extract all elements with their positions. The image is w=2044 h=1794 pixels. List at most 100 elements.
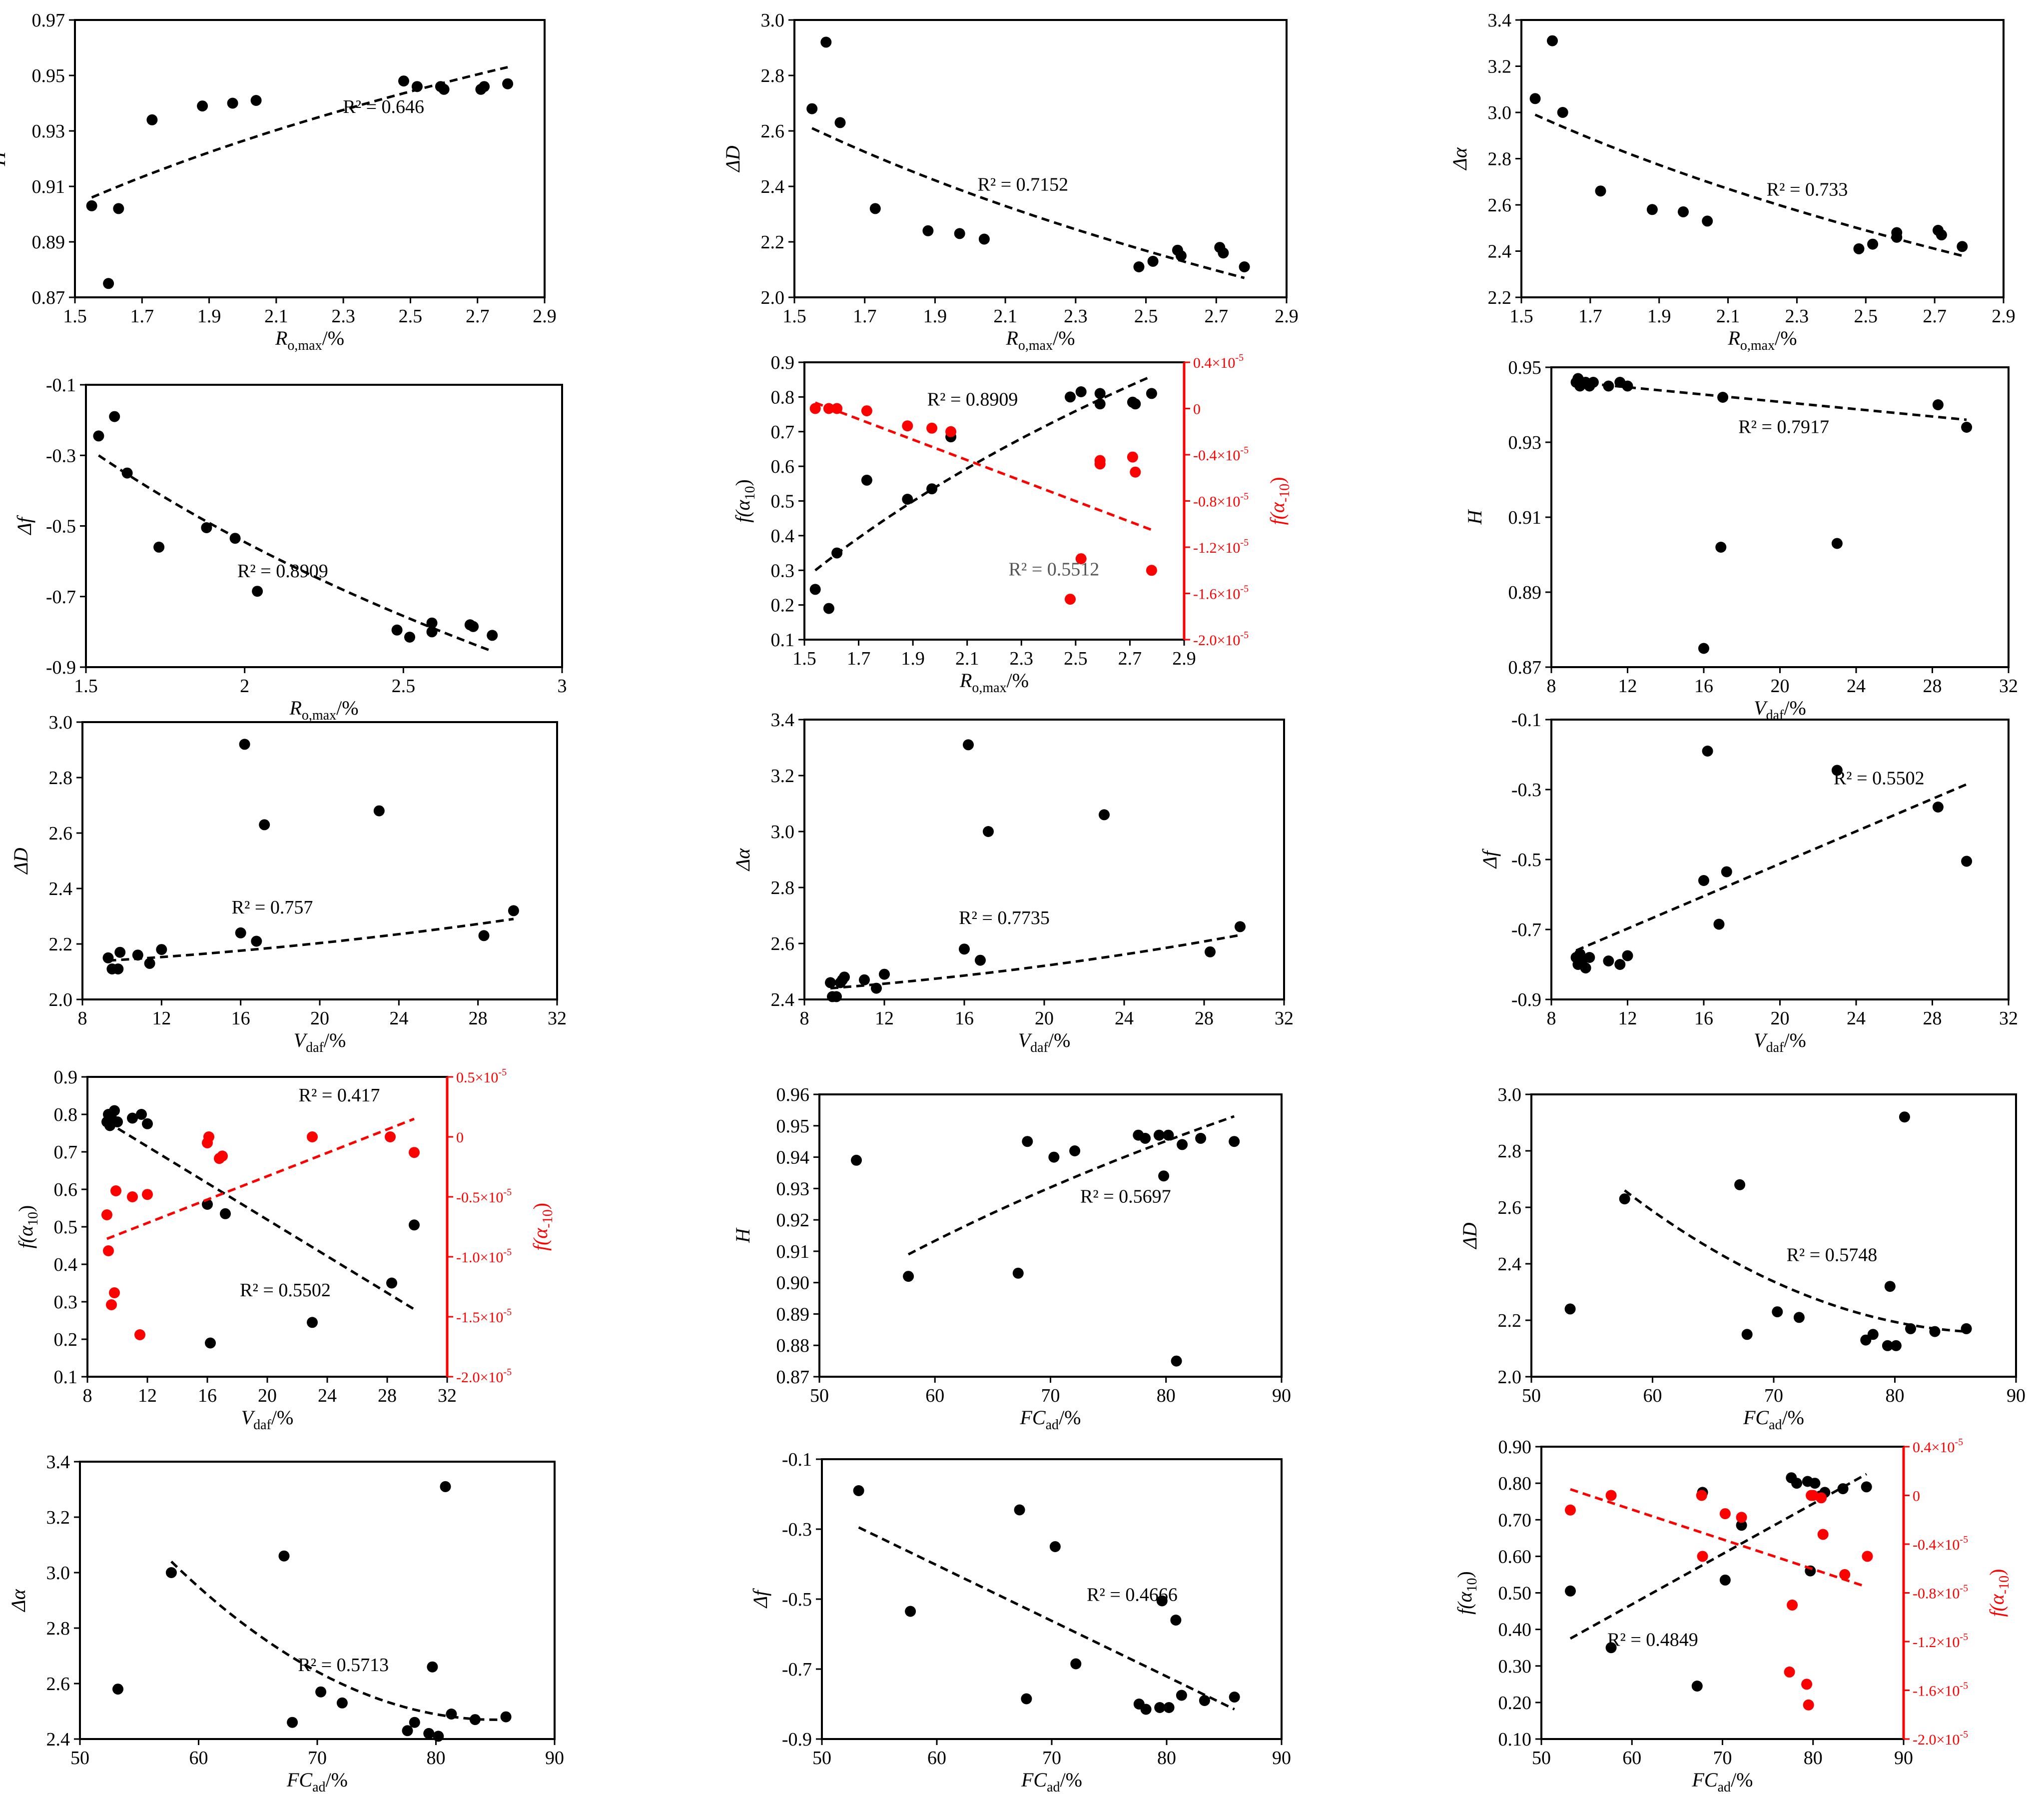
x-axis-label: Ro,max/% [1727,327,1797,353]
x-tick-label: 3 [558,676,567,697]
y-axis-label: Δα [7,1589,29,1612]
x-tick-label: 24 [1847,1008,1866,1029]
x-tick-label: 2 [240,676,249,697]
data-point [1717,392,1729,403]
data-point [315,1686,327,1698]
x-tick-label: 24 [389,1008,408,1029]
trendline-1 [170,1561,506,1721]
data-point [251,935,262,947]
data-point [1146,388,1157,399]
data-point [1014,1504,1025,1516]
r-squared-label: R² = 0.4666 [1087,1585,1178,1606]
data-point [165,1567,177,1578]
data-point [203,1131,214,1142]
trendline-1 [858,1526,1235,1711]
trendline-1 [106,1120,415,1311]
y-tick-label: 2.4 [49,879,73,899]
y-tick-label: -0.5 [782,1589,812,1610]
y-tick-label: 0.93 [1508,432,1542,453]
x-tick-label: 20 [1035,1008,1054,1029]
y-tick-label: 3.0 [49,712,73,733]
data-point [1784,1666,1795,1678]
r-squared-label: R² = 0.8909 [237,561,328,582]
x-tick-label: 28 [1923,676,1942,697]
data-point [922,225,934,236]
data-point [834,117,846,128]
y2-tick-label: -1.6×10-5 [1193,584,1249,603]
trendline-1 [1534,113,1963,257]
r-squared-label: R² = 0.5713 [298,1655,389,1676]
x-tick-label: 32 [1999,676,2018,697]
data-point [1719,1574,1731,1586]
data-point [859,974,870,985]
y-tick-label: 0.4 [771,526,795,547]
x-tick-label: 90 [2007,1385,2026,1406]
data-point [1163,1702,1175,1713]
trendline-1 [1576,381,1967,421]
x-tick-label: 2.7 [1205,306,1229,327]
y-tick-label: 0.40 [1498,1620,1532,1641]
x-tick-label: 12 [138,1385,157,1406]
data-point [142,1118,153,1129]
data-point [373,805,385,817]
x-tick-label: 1.9 [1647,306,1671,327]
data-point [1587,377,1599,388]
trendline-1 [1569,1473,1867,1640]
data-point [1697,1551,1708,1562]
x-tick-label: 2.3 [331,306,355,327]
y-tick-label: 0.90 [776,1273,810,1294]
y-tick-label: 0.89 [32,232,65,253]
data-point [1882,1340,1893,1351]
plot-frame [1520,19,2005,298]
y-tick-label: 3.2 [46,1507,70,1528]
y-tick-label: 2.6 [771,933,795,954]
x-tick-label: 2.3 [1064,306,1088,327]
y-tick-label: 0.6 [771,456,795,477]
data-point [1239,261,1250,272]
y-tick-label: -0.9 [1511,989,1541,1010]
data-point [287,1717,298,1728]
data-point [239,739,250,750]
x-tick-label: 50 [1522,1385,1541,1406]
x-tick-label: 1.5 [792,648,816,669]
y-tick-label: 2.0 [49,989,73,1010]
x-axis-label: FCad/% [286,1769,348,1794]
x-tick-label: 1.5 [63,306,87,327]
data-point [1127,451,1138,463]
data-point [1696,1490,1707,1501]
data-point [469,1714,481,1726]
x-tick-label: 20 [310,1008,329,1029]
data-point [839,971,850,983]
r-squared-label: R² = 0.417 [299,1085,380,1106]
data-point [134,1329,145,1340]
data-point [1557,107,1568,118]
plot-frame [1530,1093,2017,1378]
y-tick-label: 2.8 [771,878,795,898]
x-tick-label: 8 [1547,1008,1556,1029]
y-tick-label: 2.6 [49,823,73,844]
data-point [1961,1323,1972,1334]
data-point [1884,1281,1896,1292]
r-squared-label: R² = 0.5512 [1009,559,1100,580]
x-tick-label: 2.1 [955,648,979,669]
data-point [1603,380,1614,392]
x-axis-label: FCad/% [1020,1406,1081,1433]
data-point [409,1147,420,1158]
data-point [1736,1520,1747,1531]
data-point [820,36,832,48]
data-point [1619,1193,1630,1205]
data-point [1837,1483,1849,1495]
y2-tick-label: -2.0×10-5 [456,1367,512,1386]
x-tick-label: 90 [1272,1385,1291,1406]
data-point [235,927,246,938]
y-tick-label: 0.8 [54,1104,78,1125]
data-point [926,422,938,434]
data-point [391,624,403,636]
x-tick-label: 80 [1157,1748,1176,1769]
data-point [1936,229,1947,241]
r-squared-label: R² = 0.5697 [1080,1186,1171,1207]
data-point [109,1105,120,1116]
data-point [103,1245,114,1256]
data-point [1817,1529,1829,1540]
data-point [1163,1129,1174,1141]
